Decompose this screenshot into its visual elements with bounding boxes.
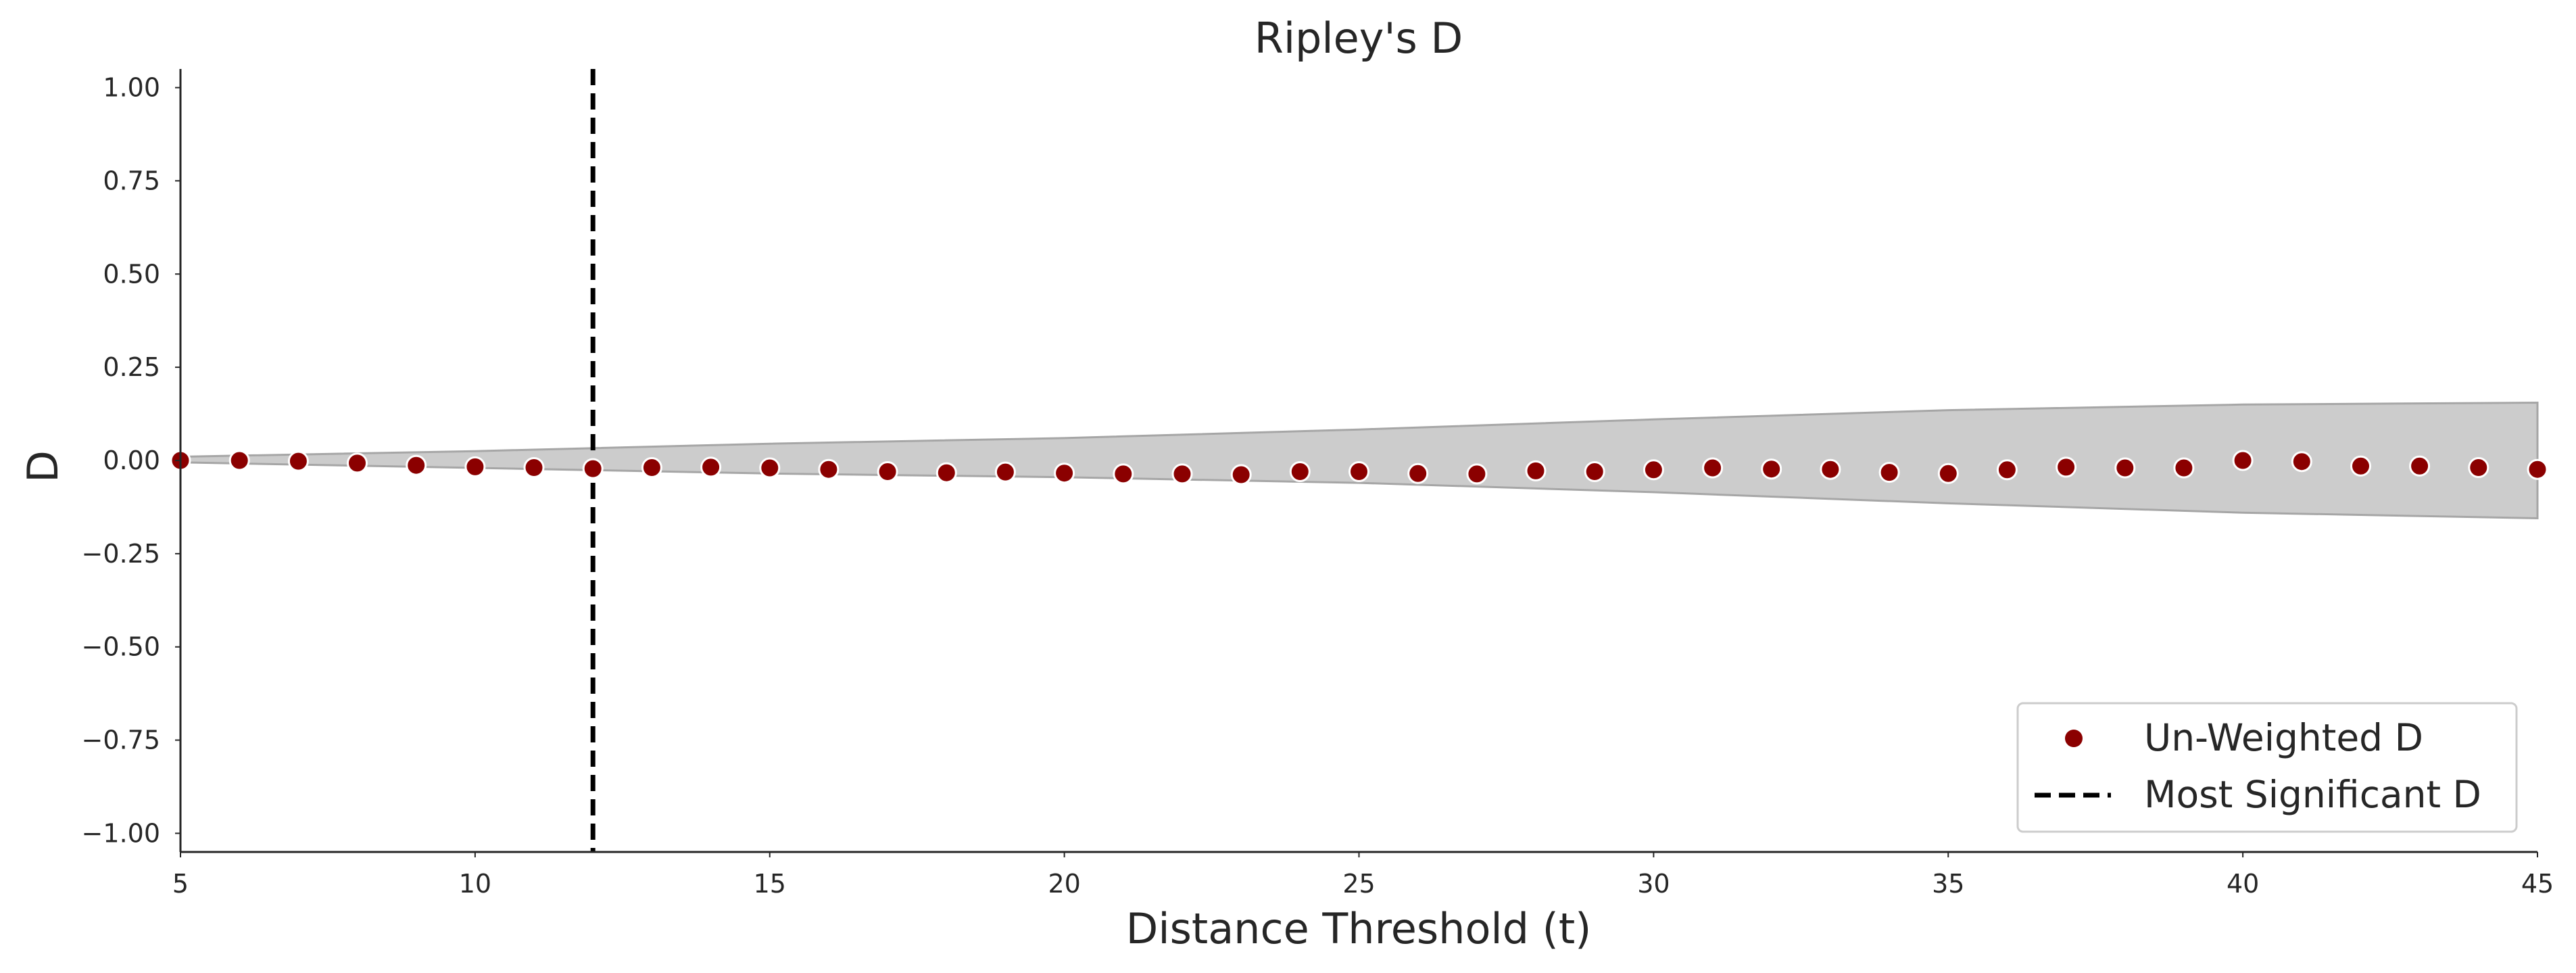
x-tick-labels: 5 10 15 20 25 30 35 40 45 xyxy=(172,852,2554,899)
x-tick-label: 45 xyxy=(2521,869,2554,899)
data-point xyxy=(287,450,309,472)
y-tick-label: 0.50 xyxy=(103,259,160,289)
data-point xyxy=(759,457,781,479)
data-point xyxy=(2056,456,2077,478)
data-point xyxy=(2114,457,2136,479)
x-tick-label: 30 xyxy=(1637,869,1670,899)
legend-marker-un-weighted-d xyxy=(2065,730,2083,747)
x-tick-label: 35 xyxy=(1932,869,1964,899)
y-tick-label: −0.75 xyxy=(82,726,160,755)
data-point xyxy=(2291,451,2312,473)
data-point xyxy=(2468,457,2489,478)
x-tick-label: 40 xyxy=(2227,869,2259,899)
data-point xyxy=(523,457,545,478)
legend-frame xyxy=(2016,702,2518,833)
legend: Un-Weighted D Most Significant D xyxy=(2016,702,2518,833)
data-point xyxy=(228,450,250,471)
x-tick-label: 10 xyxy=(459,869,491,899)
data-point xyxy=(1761,458,1782,480)
legend-label-un-weighted-d: Un-Weighted D xyxy=(2144,716,2423,759)
data-point xyxy=(2409,455,2431,477)
y-tick-label: 0.75 xyxy=(103,166,160,195)
y-tick-label: 0.25 xyxy=(103,352,160,382)
data-point xyxy=(1171,463,1193,485)
data-point xyxy=(1289,461,1311,482)
data-point xyxy=(406,454,427,476)
data-point xyxy=(935,462,957,483)
data-point xyxy=(2350,455,2371,477)
data-point xyxy=(464,456,486,477)
data-point xyxy=(1820,458,1841,480)
y-tick-label: 0.00 xyxy=(103,446,160,475)
data-point xyxy=(2232,450,2254,471)
data-point xyxy=(1878,462,1900,483)
data-point xyxy=(1407,462,1429,484)
plot-area xyxy=(170,69,2548,852)
y-axis-label: D xyxy=(18,450,68,483)
data-point xyxy=(1937,462,1959,484)
x-tick-label: 5 xyxy=(172,869,189,899)
x-tick-label: 20 xyxy=(1048,869,1080,899)
data-point xyxy=(994,461,1016,483)
data-point xyxy=(1996,459,2018,481)
data-point xyxy=(1643,459,1664,481)
x-tick-label: 25 xyxy=(1342,869,1375,899)
data-point xyxy=(818,458,840,480)
data-point xyxy=(700,456,722,478)
legend-label-most-significant-d: Most Significant D xyxy=(2144,773,2481,816)
data-point xyxy=(1702,457,1724,479)
y-tick-label: −1.00 xyxy=(82,818,160,848)
data-point xyxy=(877,461,898,482)
x-axis-label: Distance Threshold (t) xyxy=(1126,904,1592,953)
y-tick-label: 1.00 xyxy=(103,73,160,103)
x-tick-label: 15 xyxy=(754,869,786,899)
data-point xyxy=(1113,463,1134,485)
data-point xyxy=(582,458,604,479)
data-point xyxy=(1584,461,1605,482)
chart-title: Ripley's D xyxy=(1255,14,1463,63)
data-point xyxy=(1525,460,1547,481)
data-point xyxy=(1466,463,1488,485)
data-point xyxy=(1230,464,1252,485)
data-point xyxy=(1348,461,1369,482)
y-tick-label: −0.25 xyxy=(82,539,160,569)
data-point xyxy=(1054,462,1075,484)
y-tick-label: −0.50 xyxy=(82,632,160,662)
y-tick-labels: 1.00 0.75 0.50 0.25 0.00 −0.25 −0.50 −0.75 −1.00 xyxy=(82,73,180,848)
data-point xyxy=(641,457,662,478)
data-point xyxy=(347,452,368,474)
data-point xyxy=(2173,457,2195,479)
data-point xyxy=(2527,458,2548,480)
